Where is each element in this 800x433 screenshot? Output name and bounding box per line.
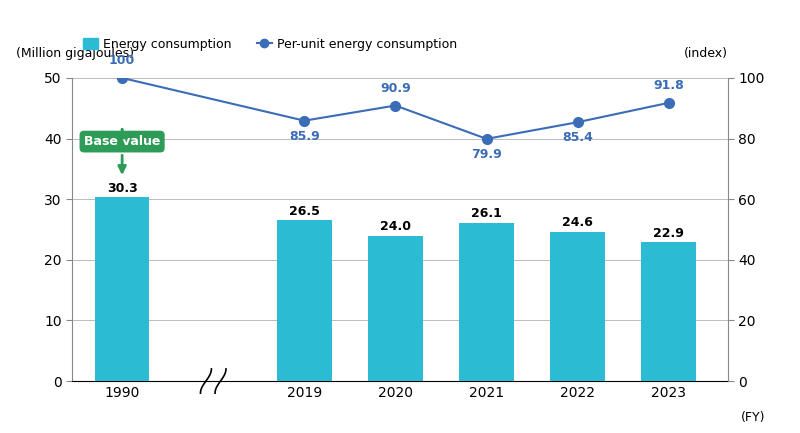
- Per-unit energy consumption: [664, 100, 674, 105]
- Text: 85.9: 85.9: [289, 130, 320, 143]
- Per-unit energy consumption: [482, 136, 491, 142]
- Per-unit energy consumption: [390, 103, 400, 108]
- Text: 22.9: 22.9: [654, 227, 684, 240]
- Text: 24.6: 24.6: [562, 216, 593, 229]
- Text: 85.4: 85.4: [562, 131, 593, 144]
- Text: 26.1: 26.1: [471, 207, 502, 220]
- Bar: [277, 220, 332, 381]
- Text: 30.3: 30.3: [106, 182, 138, 195]
- Text: (Million gigajoules): (Million gigajoules): [16, 47, 134, 60]
- Per-unit energy consumption: [573, 120, 582, 125]
- Bar: [642, 242, 696, 381]
- Bar: [459, 223, 514, 381]
- Per-unit energy consumption: [118, 75, 127, 81]
- Legend: Energy consumption, Per-unit energy consumption: Energy consumption, Per-unit energy cons…: [78, 32, 462, 56]
- Bar: [94, 197, 150, 381]
- Text: 90.9: 90.9: [380, 82, 411, 95]
- Text: 26.5: 26.5: [289, 205, 320, 218]
- Line: Per-unit energy consumption: Per-unit energy consumption: [118, 73, 674, 144]
- Bar: [550, 232, 605, 381]
- Text: 79.9: 79.9: [471, 148, 502, 161]
- Per-unit energy consumption: [299, 118, 309, 123]
- Text: Base value: Base value: [84, 135, 160, 172]
- Text: 24.0: 24.0: [380, 220, 411, 233]
- Text: 91.8: 91.8: [654, 79, 684, 92]
- Text: 100: 100: [109, 54, 135, 67]
- Bar: [368, 236, 422, 381]
- Text: (index): (index): [684, 47, 728, 60]
- Text: (FY): (FY): [741, 411, 766, 424]
